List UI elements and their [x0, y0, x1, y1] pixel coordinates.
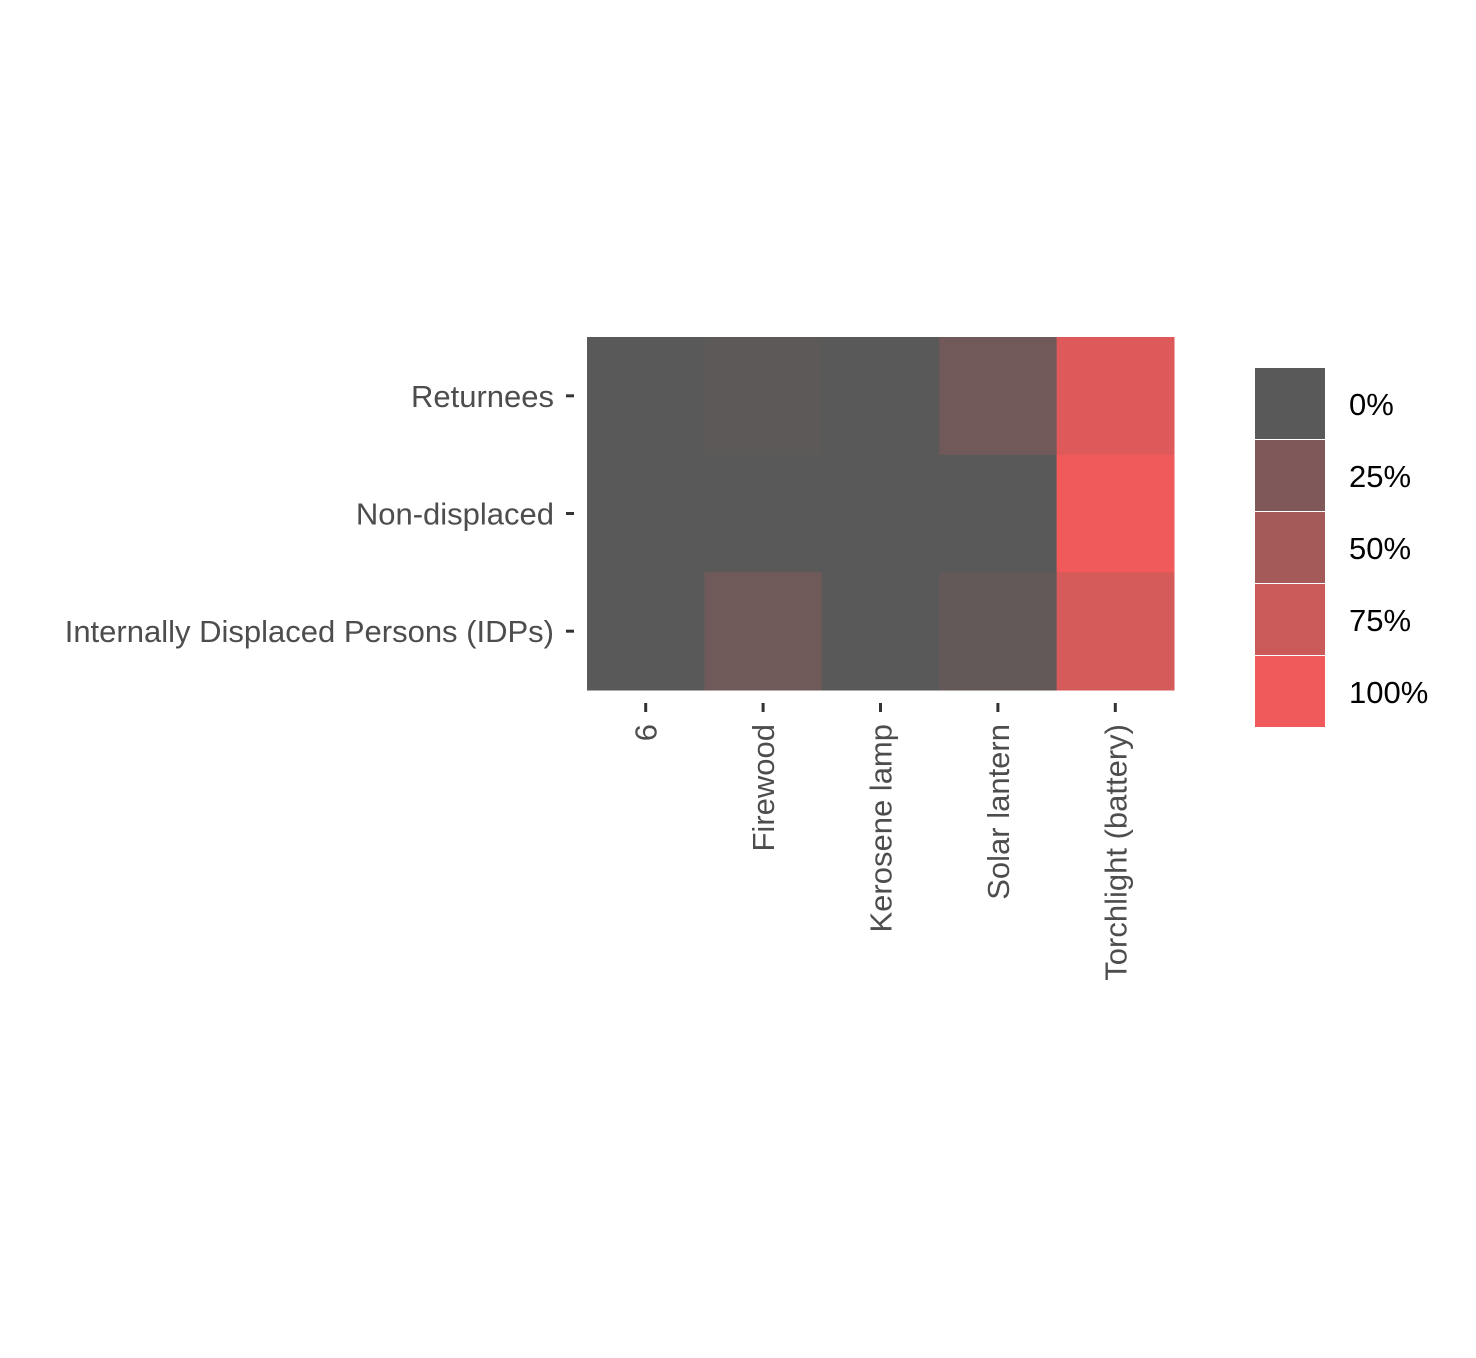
x-tick-label: Torchlight (battery): [1098, 724, 1133, 981]
heatmap-cell: [821, 572, 940, 691]
legend-label: 75%: [1349, 603, 1411, 638]
heatmap-cell: [821, 337, 940, 456]
legend-swatch: [1255, 584, 1325, 655]
legend-swatch: [1255, 512, 1325, 583]
heatmap-cell: [704, 572, 823, 691]
heatmap-cell: [939, 337, 1058, 456]
y-tick-label: Returnees: [411, 379, 554, 414]
x-tick-label: Solar lantern: [981, 724, 1016, 900]
heatmap-cell: [704, 454, 823, 573]
legend-swatch: [1255, 656, 1325, 727]
heatmap-cell: [704, 337, 823, 456]
legend-label: 100%: [1349, 675, 1428, 710]
heatmap-cell: [939, 572, 1058, 691]
y-tick-label: Non-displaced: [356, 497, 554, 532]
legend: 0% 25% 50% 75% 100%: [1255, 368, 1428, 727]
x-tick-label: Firewood: [746, 724, 781, 852]
heatmap-cells: [587, 337, 1175, 691]
heatmap-cell: [821, 454, 940, 573]
heatmap-cell: [587, 337, 705, 456]
legend-label: 50%: [1349, 531, 1411, 566]
heatmap-cell: [1056, 337, 1175, 456]
legend-swatch: [1255, 440, 1325, 511]
legend-label: 25%: [1349, 459, 1411, 494]
heatmap-cell: [587, 454, 705, 573]
x-tick-label: 6: [629, 724, 664, 741]
y-axis: Returnees Non-displaced Internally Displac…: [65, 379, 574, 649]
x-tick-label: Kerosene lamp: [864, 724, 899, 933]
heatmap-cell: [587, 572, 705, 691]
heatmap-cell: [939, 454, 1058, 573]
heatmap-cell: [1056, 572, 1175, 691]
y-tick-label: Internally Displaced Persons (IDPs): [65, 614, 554, 649]
legend-swatch: [1255, 368, 1325, 439]
heatmap-cell: [1056, 454, 1175, 573]
legend-label: 0%: [1349, 387, 1394, 422]
x-axis: 6 Firewood Kerosene lamp Solar lantern Torch…: [629, 703, 1133, 981]
